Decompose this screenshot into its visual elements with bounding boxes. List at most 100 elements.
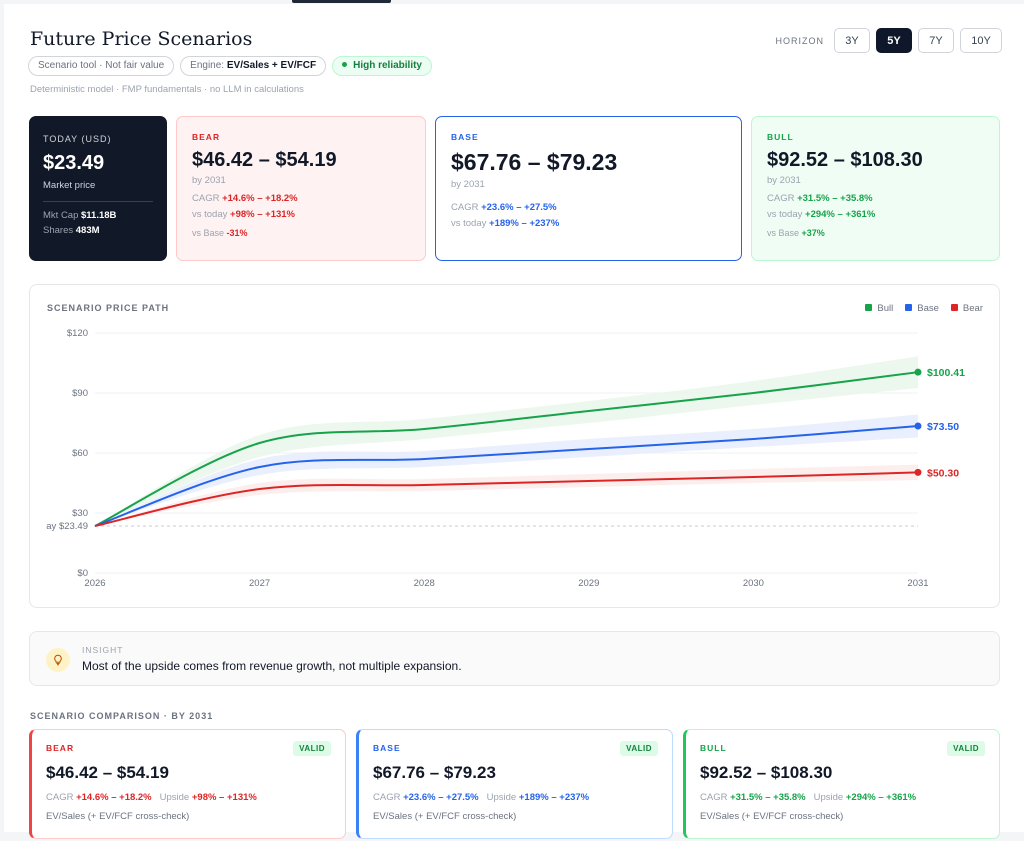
- x-tick-label: 2030: [743, 578, 764, 589]
- endpoint-bull: [914, 368, 922, 376]
- base-cagr: +23.6% – +27.5%: [481, 202, 557, 213]
- horizon-10y-button[interactable]: 10Y: [960, 28, 1002, 53]
- x-tick-label: 2031: [907, 578, 928, 589]
- today-price: $23.49: [43, 152, 105, 174]
- bull-card[interactable]: BULL $92.52 – $108.30 by 2031 CAGR +31.5…: [751, 116, 1000, 261]
- horizon-7y-button[interactable]: 7Y: [918, 28, 954, 53]
- base-by: by 2031: [451, 179, 485, 190]
- cagr-label: CAGR: [373, 792, 401, 803]
- engine-value: EV/Sales + EV/FCF: [226, 60, 317, 71]
- vs-today-label: vs today: [767, 209, 803, 220]
- bull-cagr: +31.5% – +35.8%: [797, 193, 873, 204]
- cmp-bear-label: BEAR: [46, 743, 75, 753]
- cagr-label: CAGR: [451, 202, 479, 213]
- status-dot-icon: [342, 62, 348, 67]
- x-tick-label: 2028: [414, 578, 435, 589]
- vs-today-label: vs today: [192, 209, 228, 220]
- horizon-selector: HORIZON 3Y 5Y 7Y 10Y: [776, 28, 1002, 53]
- cmp-base-method: EV/Sales (+ EV/FCF cross-check): [373, 811, 517, 822]
- comparison-card-bear[interactable]: BEAR VALID $46.42 – $54.19 CAGR +14.6% –…: [29, 729, 346, 839]
- legend-item-base[interactable]: Base: [905, 303, 939, 314]
- comparison-card-base[interactable]: BASE VALID $67.76 – $79.23 CAGR +23.6% –…: [356, 729, 673, 839]
- base-range: $67.76 – $79.23: [451, 149, 618, 175]
- upside-label: Upside: [486, 792, 517, 803]
- cagr-label: CAGR: [192, 193, 220, 204]
- valid-badge: VALID: [293, 741, 331, 756]
- cmp-bull-label: BULL: [700, 743, 727, 753]
- bear-range: $46.42 – $54.19: [192, 149, 337, 171]
- legend-label-base: Base: [917, 303, 939, 314]
- lightbulb-icon: [46, 648, 70, 672]
- end-label-bull: $100.41: [927, 367, 965, 379]
- line-bear: [94, 471, 919, 527]
- insight-text: Most of the upside comes from revenue gr…: [82, 659, 462, 673]
- legend-label-bull: Bull: [877, 303, 894, 314]
- endpoint-bear: [914, 468, 922, 476]
- base-vs-today-row: vs today +189% – +237%: [451, 218, 726, 229]
- insight-panel: INSIGHT Most of the upside comes from re…: [29, 631, 1000, 686]
- base-cagr-row: CAGR +23.6% – +27.5%: [451, 202, 726, 213]
- reliability-label: High reliability: [353, 60, 422, 71]
- cmp-base-range: $67.76 – $79.23: [373, 763, 496, 782]
- line-bull: [94, 371, 919, 527]
- bear-label: BEAR: [192, 132, 221, 142]
- page: Future Price Scenarios Scenario tool · N…: [4, 4, 1024, 839]
- cmp-bull-stats: CAGR +31.5% – +35.8% Upside +294% – +361%: [700, 792, 985, 803]
- chart-title: SCENARIO PRICE PATH: [47, 303, 170, 313]
- comparison-title: SCENARIO COMPARISON · BY 2031: [30, 711, 214, 721]
- cagr-label: CAGR: [767, 193, 795, 204]
- horizon-5y-button[interactable]: 5Y: [876, 28, 912, 53]
- cmp-bear-cagr: +14.6% – +18.2%: [76, 792, 152, 803]
- mktcap-label: Mkt Cap: [43, 210, 79, 221]
- engine-label: Engine:: [190, 60, 225, 71]
- cmp-bull-cagr: +31.5% – +35.8%: [730, 792, 806, 803]
- price-path-chart: SCENARIO PRICE PATH Bull Base Bear $0 $30…: [29, 284, 1000, 608]
- comparison-card-bull[interactable]: BULL VALID $92.52 – $108.30 CAGR +31.5% …: [683, 729, 1000, 839]
- legend-item-bear[interactable]: Bear: [950, 303, 983, 314]
- horizon-3y-button[interactable]: 3Y: [834, 28, 870, 53]
- cmp-bear-range: $46.42 – $54.19: [46, 763, 169, 782]
- cmp-bear-stats: CAGR +14.6% – +18.2% Upside +98% – +131%: [46, 792, 331, 803]
- legend-item-bull[interactable]: Bull: [865, 303, 893, 314]
- divider: [43, 201, 153, 202]
- today-sub: Market price: [43, 180, 96, 191]
- shares-value: 483M: [75, 225, 100, 236]
- band-bear: [95, 464, 918, 527]
- y-tick-label: $0: [77, 568, 88, 579]
- chart-legend: Bull Base Bear: [865, 303, 983, 314]
- base-card[interactable]: BASE $67.76 – $79.23 by 2031 CAGR +23.6%…: [435, 116, 742, 261]
- x-tick-label: 2027: [249, 578, 270, 589]
- legend-label-bear: Bear: [962, 303, 983, 314]
- legend-swatch-bear: [950, 304, 958, 311]
- line-base: [94, 425, 919, 527]
- y-tick-label: $30: [72, 508, 88, 519]
- shares-row: Shares 483M: [43, 225, 153, 236]
- bull-by: by 2031: [767, 175, 801, 186]
- bear-vs-today: +98% – +131%: [230, 209, 296, 220]
- base-label: BASE: [451, 132, 479, 142]
- header-chips: Scenario tool · Not fair value Engine: E…: [28, 56, 432, 76]
- bull-vs-base-row: vs Base +37%: [767, 228, 984, 238]
- cmp-base-stats: CAGR +23.6% – +27.5% Upside +189% – +237%: [373, 792, 658, 803]
- x-tick-label: 2026: [84, 578, 105, 589]
- chart-canvas: $0 $30 $60 $90 $120 2026 2027 2028 2029 2030 2031 a…: [46, 328, 965, 589]
- bear-vs-base: -31%: [226, 228, 248, 238]
- bull-vs-today: +294% – +361%: [805, 209, 876, 220]
- page-title: Future Price Scenarios: [30, 28, 253, 50]
- valid-badge: VALID: [620, 741, 658, 756]
- vs-today-label: vs today: [451, 218, 487, 229]
- today-label: TODAY (USD): [43, 134, 112, 144]
- shares-label: Shares: [43, 225, 74, 236]
- bear-cagr-row: CAGR +14.6% – +18.2%: [192, 193, 410, 204]
- end-label-base: $73.50: [927, 421, 959, 433]
- cmp-base-upside: +189% – +237%: [518, 792, 590, 803]
- insight-label: INSIGHT: [82, 645, 124, 655]
- mktcap-row: Mkt Cap $11.18B: [43, 210, 153, 221]
- bear-card[interactable]: BEAR $46.42 – $54.19 by 2031 CAGR +14.6%…: [176, 116, 426, 261]
- cmp-base-label: BASE: [373, 743, 401, 753]
- bear-vs-base-row: vs Base -31%: [192, 228, 410, 238]
- bear-cagr: +14.6% – +18.2%: [222, 193, 298, 204]
- engine-chip: Engine: EV/Sales + EV/FCF: [180, 56, 327, 76]
- cmp-bear-upside: +98% – +131%: [191, 792, 257, 803]
- cmp-base-cagr: +23.6% – +27.5%: [403, 792, 479, 803]
